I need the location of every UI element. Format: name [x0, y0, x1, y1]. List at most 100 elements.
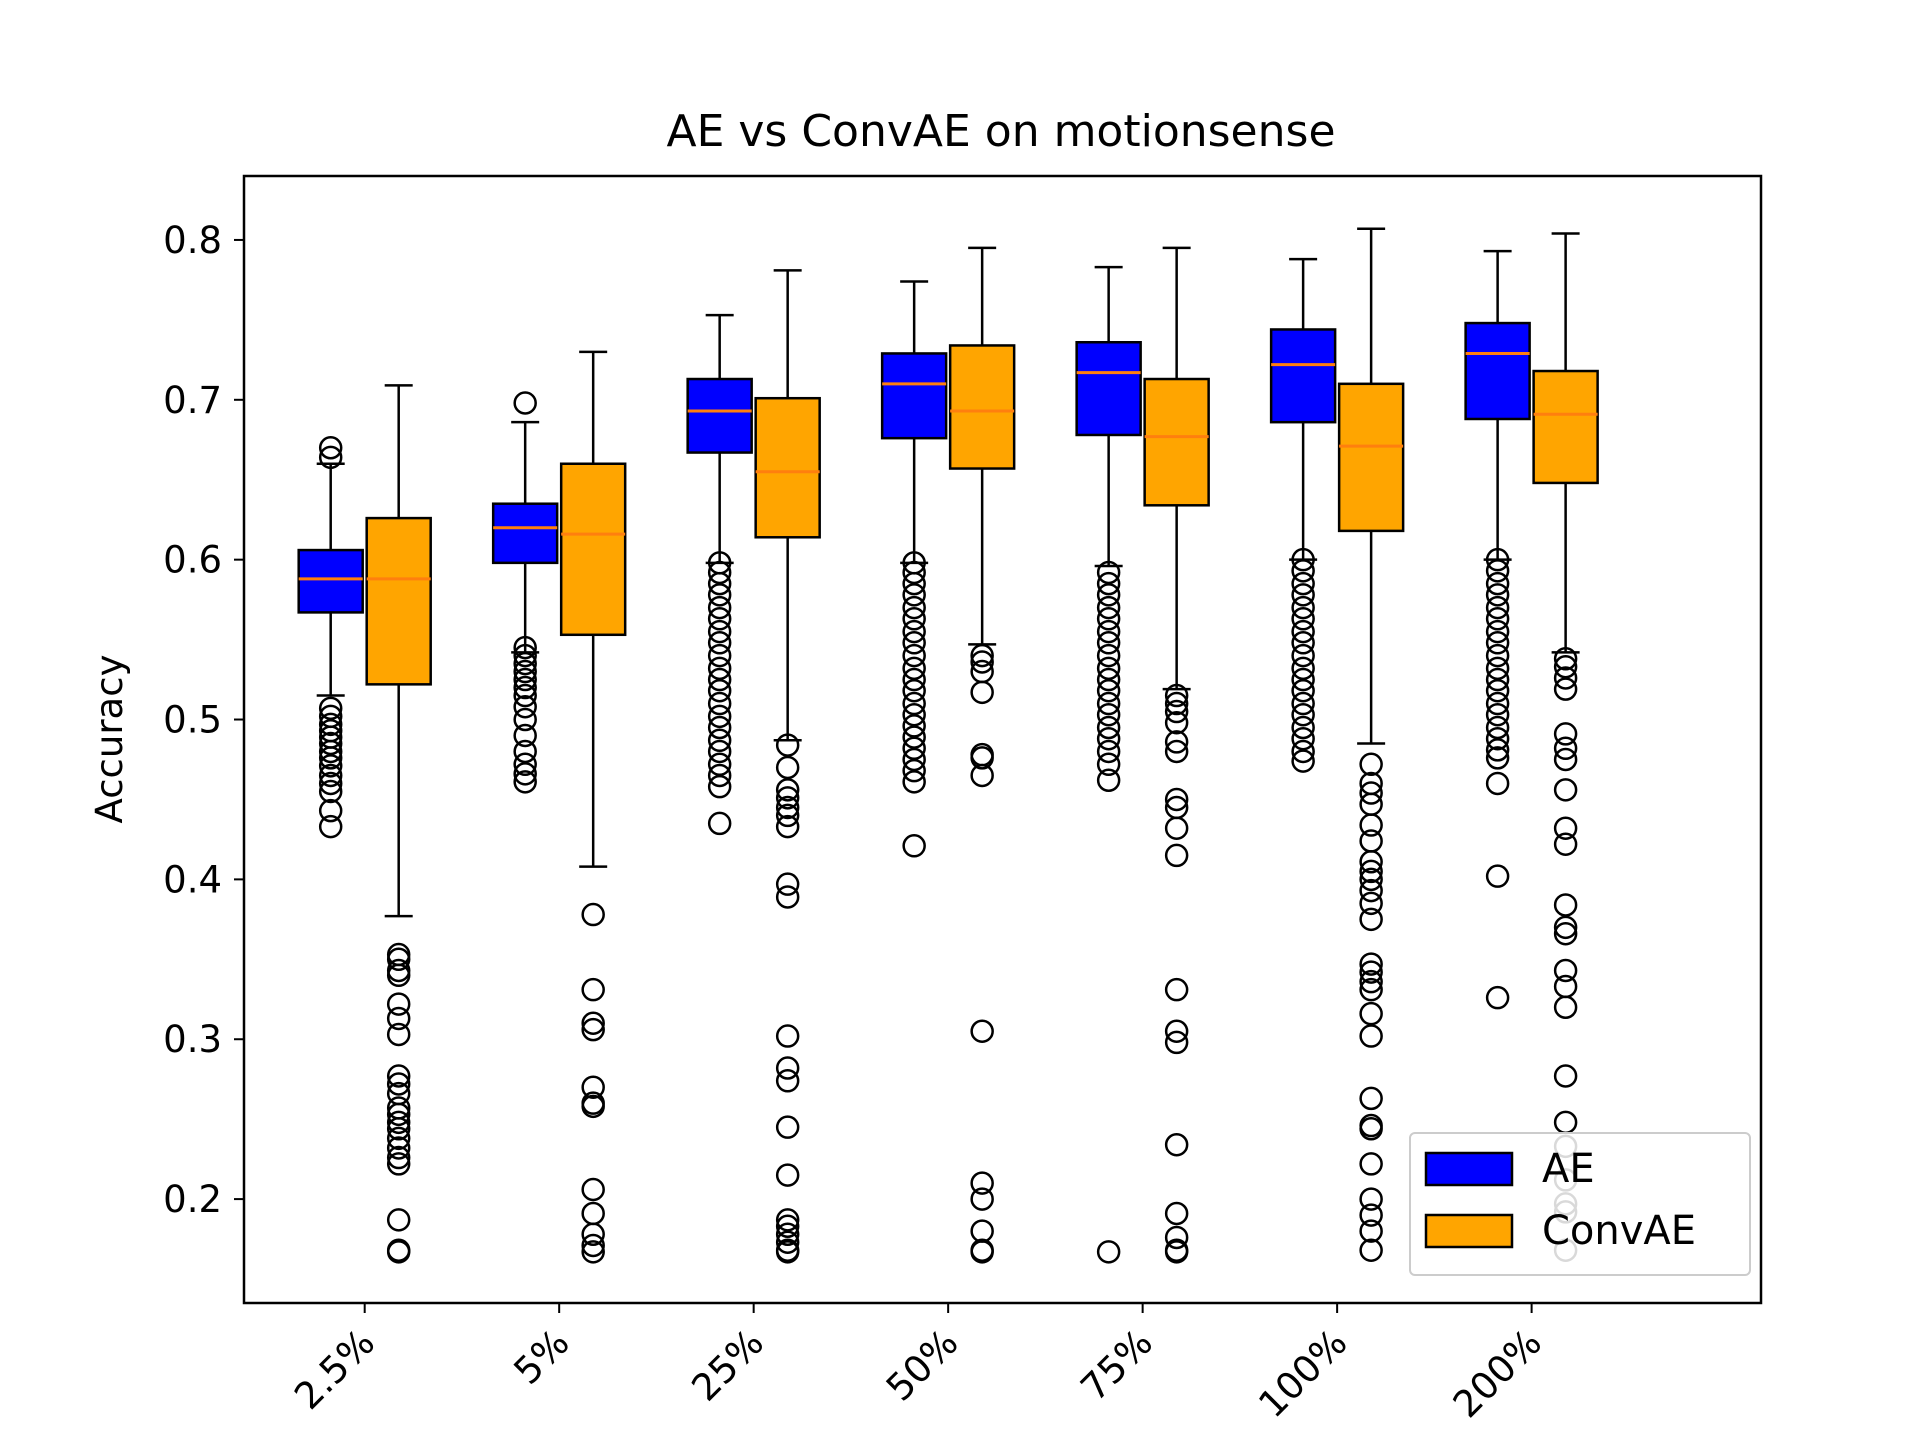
x-tick-label: 200%: [1445, 1321, 1550, 1426]
outlier-point: [1553, 1110, 1578, 1135]
outlier-point: [1291, 631, 1315, 655]
outlier-point: [1164, 730, 1189, 754]
outlier-point: [386, 1102, 411, 1127]
outlier-point: [1164, 710, 1189, 735]
outlier-point: [581, 1240, 605, 1264]
outlier-point: [1291, 619, 1315, 644]
outlier-point: [1553, 958, 1578, 983]
outlier-point: [1359, 1219, 1383, 1243]
outlier-point: [513, 739, 537, 764]
outlier-point: [1359, 952, 1383, 976]
outlier-point: [318, 754, 343, 778]
outlier-point: [1164, 1132, 1189, 1157]
outlier-point: [386, 1064, 411, 1088]
outlier-point: [1485, 631, 1510, 655]
box-body: [559, 462, 627, 637]
outlier-point: [318, 746, 343, 770]
outlier-point: [318, 445, 343, 470]
outlier-point: [1553, 655, 1578, 679]
outlier-point: [1096, 619, 1121, 644]
y-tick-label: 0.6: [163, 539, 222, 582]
outlier-point: [386, 1072, 411, 1096]
outlier-point: [1359, 829, 1383, 853]
outlier-point: [775, 1056, 800, 1080]
box-ae-2: [686, 313, 753, 836]
outlier-point: [581, 902, 605, 927]
outlier-point: [707, 763, 732, 788]
outlier-point: [581, 977, 605, 1002]
outlier-point: [707, 619, 732, 644]
box-convae-5: [1337, 227, 1405, 1262]
box-convae-6: [1532, 232, 1599, 1262]
outlier-point: [1553, 974, 1578, 999]
outlier-point: [1291, 607, 1315, 631]
outlier-point: [1096, 595, 1121, 620]
outlier-point: [775, 1208, 800, 1232]
outlier-point: [513, 635, 537, 660]
outlier-point: [707, 560, 732, 585]
box-convae-0: [365, 384, 432, 1264]
box-body: [491, 502, 559, 565]
legend-swatch-convae: [1424, 1213, 1514, 1249]
outlier-point: [1485, 678, 1510, 703]
outlier-point: [902, 619, 926, 644]
outlier-point: [1485, 583, 1510, 607]
box-ae-6: [1464, 249, 1531, 1010]
outlier-point: [775, 1163, 800, 1187]
outlier-point: [902, 714, 926, 738]
outlier-point: [1291, 749, 1315, 773]
outlier-point: [581, 1222, 605, 1247]
outlier-point: [1485, 864, 1510, 888]
outlier-point: [1291, 739, 1315, 764]
outlier-point: [1553, 915, 1578, 940]
box-ae-3: [880, 280, 948, 858]
legend-swatch-ae: [1424, 1151, 1514, 1187]
box-convae-1: [559, 350, 627, 1264]
outlier-point: [1553, 647, 1578, 671]
outlier-point: [1291, 595, 1315, 620]
outlier-point: [775, 786, 800, 810]
outlier-point: [1485, 643, 1510, 668]
legend-label-convae: ConvAE: [1542, 1208, 1696, 1254]
outlier-point: [902, 560, 926, 585]
outlier-point: [902, 667, 926, 692]
x-tick-label: 50%: [878, 1321, 967, 1410]
outlier-point: [1096, 726, 1121, 751]
outlier-point: [902, 747, 926, 772]
outlier-point: [1485, 595, 1510, 620]
outlier-point: [1291, 559, 1315, 583]
outlier-point: [902, 691, 926, 716]
outlier-point: [1164, 691, 1189, 716]
outlier-point: [775, 1240, 800, 1264]
outlier-point: [970, 1219, 994, 1243]
outlier-point: [318, 712, 343, 737]
outlier-point: [386, 1006, 411, 1031]
outlier-point: [1553, 995, 1578, 1020]
outlier-point: [386, 1117, 411, 1141]
y-tick-label: 0.7: [163, 379, 222, 422]
outlier-point: [1553, 778, 1578, 802]
box-ae-4: [1075, 265, 1142, 1264]
outlier-point: [1096, 643, 1121, 668]
outlier-point: [1291, 691, 1315, 716]
x-tick-label: 2.5%: [286, 1321, 383, 1418]
outlier-point: [1553, 747, 1578, 772]
outlier-point: [1359, 813, 1383, 837]
outlier-point: [318, 731, 343, 756]
outlier-point: [902, 631, 926, 655]
outlier-point: [1096, 571, 1121, 596]
outlier-point: [1485, 667, 1510, 692]
outlier-point: [1096, 583, 1121, 607]
box-body: [297, 548, 364, 614]
outlier-point: [1553, 1064, 1578, 1088]
outlier-point: [1164, 787, 1189, 812]
outlier-point: [1096, 752, 1121, 777]
outlier-point: [1096, 667, 1121, 692]
outlier-point: [707, 739, 732, 764]
outlier-point: [1291, 715, 1315, 740]
outlier-point: [1096, 739, 1121, 764]
outlier-point: [1164, 843, 1189, 868]
outlier-point: [902, 643, 926, 668]
outlier-point: [1096, 768, 1121, 793]
box-body: [948, 344, 1016, 470]
